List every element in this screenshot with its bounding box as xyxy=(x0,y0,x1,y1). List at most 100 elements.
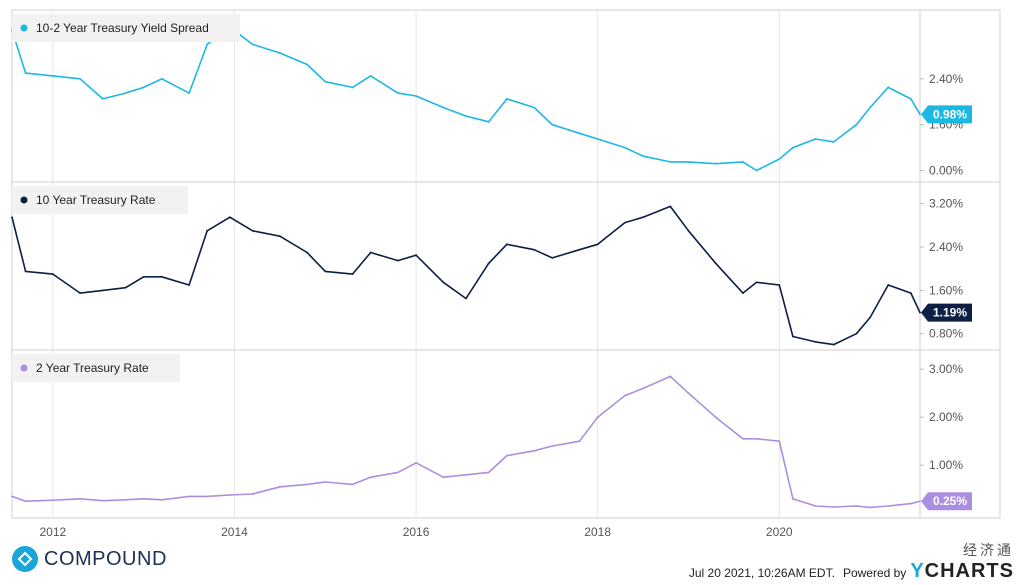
legend-dot-0 xyxy=(20,24,28,32)
series-point-0-13 xyxy=(306,63,308,66)
series-point-1-27 xyxy=(624,221,626,224)
last-value-label-2: 0.25% xyxy=(933,494,967,508)
legend-dot-1 xyxy=(20,196,28,204)
series-point-1-26 xyxy=(596,243,599,246)
series-point-2-25 xyxy=(578,440,581,443)
series-point-0-39 xyxy=(869,106,871,109)
series-point-1-39 xyxy=(869,316,871,319)
series-point-0-38 xyxy=(855,123,858,126)
watermark-text: 经济通 xyxy=(963,542,1014,558)
series-point-2-9 xyxy=(206,495,209,498)
series-point-2-0 xyxy=(11,495,13,498)
series-point-2-21 xyxy=(487,471,490,474)
legend-box-1 xyxy=(12,186,188,214)
last-value-badge-1 xyxy=(921,303,972,322)
series-point-1-22 xyxy=(505,243,508,246)
series-point-2-4 xyxy=(101,499,104,502)
series-point-2-22 xyxy=(505,454,508,457)
series-point-0-27 xyxy=(624,146,626,149)
series-point-1-34 xyxy=(778,284,781,286)
compound-logo: COMPOUND xyxy=(12,546,167,572)
series-point-0-33 xyxy=(755,169,758,172)
series-point-0-1 xyxy=(24,72,27,74)
series-point-1-40 xyxy=(887,284,890,286)
series-point-2-12 xyxy=(278,485,281,488)
series-point-2-8 xyxy=(188,495,190,498)
series-point-1-11 xyxy=(251,229,254,232)
series-point-2-1 xyxy=(24,500,27,503)
series-point-2-14 xyxy=(324,481,327,483)
series-point-0-11 xyxy=(251,43,254,46)
series-line-2 xyxy=(11,375,921,509)
series-point-1-30 xyxy=(687,229,690,232)
x-tick-label-2014: 2014 xyxy=(221,525,248,539)
y-tick-label-2-2: 3.00% xyxy=(929,362,963,376)
plot-frame xyxy=(11,9,1001,519)
series-point-0-5 xyxy=(124,92,127,95)
series-point-0-19 xyxy=(442,106,445,109)
series-point-2-36 xyxy=(814,505,817,507)
series-point-0-40 xyxy=(887,86,890,89)
series-point-2-10 xyxy=(229,494,231,496)
series-point-2-31 xyxy=(714,416,717,419)
series-point-1-25 xyxy=(578,248,581,251)
last-value-label-1: 1.19% xyxy=(933,306,967,320)
series-point-0-24 xyxy=(551,123,554,126)
series-point-1-12 xyxy=(278,235,281,238)
series-point-1-36 xyxy=(814,340,817,343)
series-point-0-28 xyxy=(642,155,644,158)
yield-chart: 2012 2014 2016 2018 2020 0.00% 1.60% 2.40% 10-2 … xyxy=(11,9,1001,539)
series-point-2-3 xyxy=(79,497,81,500)
series-point-2-6 xyxy=(142,497,145,500)
series-point-2-28 xyxy=(642,387,644,390)
series-point-1-15 xyxy=(351,273,354,276)
series-point-0-25 xyxy=(578,132,581,135)
last-value-label-0: 0.98% xyxy=(933,107,967,121)
series-point-0-12 xyxy=(278,52,281,54)
series-point-1-18 xyxy=(415,254,417,257)
series-point-2-35 xyxy=(791,497,794,500)
series-point-1-20 xyxy=(465,297,467,300)
series-point-1-33 xyxy=(755,281,758,284)
series-point-2-20 xyxy=(465,473,467,476)
series-point-0-29 xyxy=(669,161,672,163)
series-point-0-6 xyxy=(142,86,145,89)
last-value-badge-2 xyxy=(921,492,972,511)
series-point-0-35 xyxy=(791,146,794,149)
series-line-1 xyxy=(11,205,921,346)
series-point-0-41 xyxy=(910,97,912,100)
series-point-1-35 xyxy=(791,335,794,338)
series-point-1-14 xyxy=(324,270,327,273)
series-point-0-4 xyxy=(101,97,104,100)
series-point-2-40 xyxy=(887,505,890,507)
ycharts-logo-y: Y xyxy=(910,560,925,582)
series-point-1-23 xyxy=(533,248,535,251)
series-point-0-37 xyxy=(832,140,835,143)
series-point-1-6 xyxy=(142,275,145,278)
series-point-2-11 xyxy=(251,493,254,495)
series-point-0-8 xyxy=(188,92,190,95)
legend-box-2 xyxy=(12,354,180,382)
series-point-1-21 xyxy=(487,262,490,265)
series-point-1-17 xyxy=(397,259,399,262)
series-point-1-42 xyxy=(919,311,921,314)
series-point-0-31 xyxy=(714,162,717,165)
compound-brand-text: COMPOUND xyxy=(44,547,167,570)
series-point-2-5 xyxy=(124,498,127,501)
series-point-1-19 xyxy=(442,281,445,284)
series-point-2-19 xyxy=(442,476,445,479)
y-tick-label-1-2: 2.40% xyxy=(929,240,963,254)
x-tick-label-2020: 2020 xyxy=(766,525,793,539)
series-point-1-24 xyxy=(551,256,554,259)
y-tick-label-2-1: 2.00% xyxy=(929,410,963,424)
series-point-0-32 xyxy=(742,161,744,163)
series-point-1-31 xyxy=(714,262,717,265)
series-point-0-20 xyxy=(465,115,467,117)
series-point-1-41 xyxy=(910,292,912,294)
series-point-0-42 xyxy=(919,113,921,116)
series-point-2-15 xyxy=(351,483,354,486)
y-tick-label-1-0: 0.80% xyxy=(929,327,963,341)
series-point-1-9 xyxy=(206,229,209,232)
series-point-1-7 xyxy=(160,275,163,278)
series-point-0-3 xyxy=(79,77,81,80)
